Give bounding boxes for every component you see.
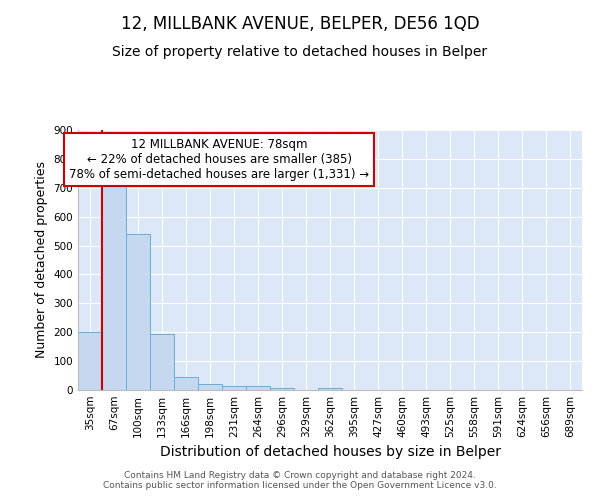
Bar	[150, 334, 174, 390]
Text: Size of property relative to detached houses in Belper: Size of property relative to detached ho…	[112, 45, 488, 59]
Text: Contains HM Land Registry data © Crown copyright and database right 2024.
Contai: Contains HM Land Registry data © Crown c…	[103, 470, 497, 490]
Bar	[318, 388, 342, 390]
Bar	[246, 386, 270, 390]
Bar	[270, 388, 294, 390]
Bar	[174, 376, 198, 390]
Bar	[102, 185, 126, 390]
Bar	[198, 384, 222, 390]
Y-axis label: Number of detached properties: Number of detached properties	[35, 162, 48, 358]
Text: 12 MILLBANK AVENUE: 78sqm
← 22% of detached houses are smaller (385)
78% of semi: 12 MILLBANK AVENUE: 78sqm ← 22% of detac…	[69, 138, 369, 181]
Bar	[222, 386, 246, 390]
Bar	[78, 332, 102, 390]
Bar	[126, 234, 150, 390]
X-axis label: Distribution of detached houses by size in Belper: Distribution of detached houses by size …	[160, 446, 500, 460]
Text: 12, MILLBANK AVENUE, BELPER, DE56 1QD: 12, MILLBANK AVENUE, BELPER, DE56 1QD	[121, 15, 479, 33]
